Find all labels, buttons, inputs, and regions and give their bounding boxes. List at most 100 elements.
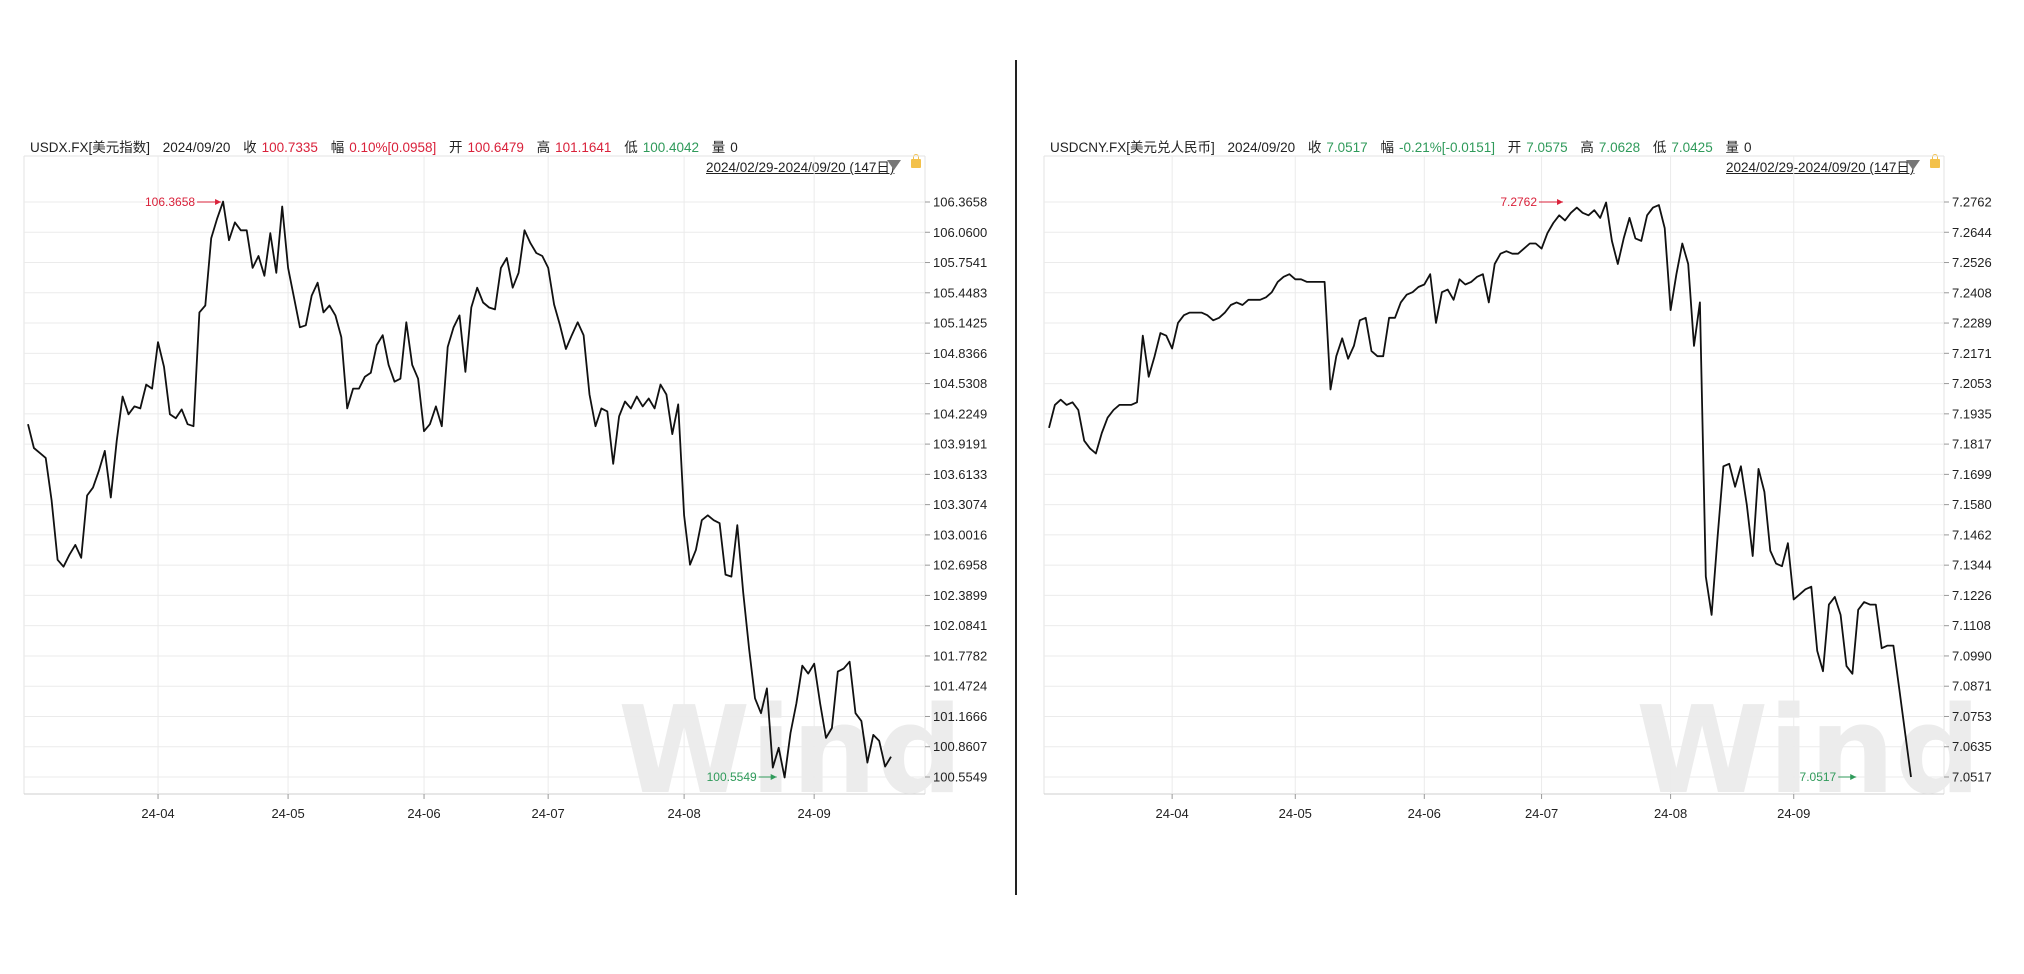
usdcny-line-chart: Wind 7.2762 7.2644 7.2526 7.2408 7.2289 7.2171…	[1043, 155, 1992, 821]
high-caption: 高	[1580, 140, 1594, 155]
open-value: 100.6479	[467, 140, 524, 155]
y-tick-label: 7.1462	[1952, 527, 1992, 542]
y-tick-label: 7.2289	[1952, 316, 1992, 331]
change-caption: 幅	[330, 140, 345, 155]
y-tick-label: 7.1580	[1952, 497, 1992, 512]
x-tick-label: 24-08	[1654, 806, 1687, 821]
panel-divider	[1015, 60, 1017, 895]
min-value-label: 7.0517	[1800, 770, 1837, 784]
y-tick-label: 7.1344	[1952, 558, 1992, 573]
y-tick-label: 7.2762	[1952, 195, 1992, 210]
y-tick-label: 105.1425	[933, 316, 987, 331]
close-caption: 收	[1307, 140, 1322, 155]
change-caption: 幅	[1380, 140, 1394, 155]
y-tick-label: 102.0841	[933, 618, 987, 633]
min-marker-arrow	[1850, 774, 1857, 780]
close-value: 100.7335	[261, 140, 318, 155]
y-tick-label: 7.0753	[1952, 709, 1992, 724]
x-tick-label: 24-09	[798, 806, 831, 821]
open-caption: 开	[449, 140, 463, 155]
y-tick-label: 7.0990	[1952, 648, 1992, 663]
usdx-quote-header: USDX.FX[美元指数] 2024/09/20 收 100.7335 幅 0.10…	[30, 136, 747, 156]
x-tick-label: 24-09	[1777, 806, 1810, 821]
price-line	[27, 200, 892, 779]
x-tick-label: 24-04	[1156, 806, 1189, 821]
y-tick-label: 104.2249	[933, 406, 987, 421]
y-tick-label: 101.7782	[933, 648, 987, 663]
x-tick-label: 24-06	[407, 806, 440, 821]
volume-value: 0	[1743, 140, 1752, 155]
y-tick-label: 104.5308	[933, 376, 987, 391]
watermark-text: Wind	[1636, 682, 1981, 821]
x-tick-label: 24-05	[271, 806, 304, 821]
date-range-link[interactable]: 2024/02/29-2024/09/20 (147日)	[1726, 160, 1915, 175]
min-value-label: 100.5549	[707, 770, 757, 784]
y-tick-label: 103.9191	[933, 437, 987, 452]
open-caption: 开	[1507, 140, 1522, 155]
dropdown-triangle-icon[interactable]	[1906, 160, 1920, 170]
symbol-label: USDCNY.FX[美元兑人民币]	[1050, 140, 1215, 155]
volume-caption: 量	[711, 140, 726, 155]
date-range-link[interactable]: 2024/02/29-2024/09/20 (147日)	[706, 160, 895, 175]
usdx-panel: USDX.FX[美元指数] 2024/09/20 收 100.7335 幅 0.10…	[23, 136, 987, 821]
y-tick-label: 7.1935	[1952, 406, 1992, 421]
max-value-label: 106.3658	[145, 195, 195, 209]
y-tick-label: 101.4724	[933, 679, 987, 694]
y-tick-label: 7.1817	[1952, 437, 1992, 452]
date-label: 2024/09/20	[162, 140, 231, 155]
usdcny-quote-header: USDCNY.FX[美元兑人民币] 2024/09/20 收 7.0517 幅 -0…	[1050, 136, 1760, 156]
y-tick-label: 102.3899	[933, 588, 987, 603]
y-tick-label: 7.0635	[1952, 739, 1992, 754]
max-value-label: 7.2762	[1500, 195, 1537, 209]
y-tick-label: 7.1699	[1952, 467, 1992, 482]
change-value: 0.10%[0.0958]	[349, 140, 437, 155]
y-tick-label: 7.2408	[1952, 285, 1992, 300]
y-tick-label: 7.1108	[1952, 618, 1991, 633]
volume-caption: 量	[1725, 140, 1739, 155]
date-label: 2024/09/20	[1227, 140, 1296, 155]
y-tick-label: 100.8607	[933, 739, 987, 754]
close-value: 7.0517	[1326, 140, 1368, 155]
high-value: 101.1641	[555, 140, 612, 155]
symbol-label: USDX.FX[美元指数]	[30, 140, 151, 155]
y-tick-label: 104.8366	[933, 346, 987, 361]
x-tick-label: 24-04	[141, 806, 174, 821]
y-tick-label: 102.6958	[933, 558, 987, 573]
change-value: -0.21%[-0.0151]	[1398, 140, 1496, 155]
dropdown-triangle-icon[interactable]	[887, 160, 901, 170]
y-tick-label: 7.2053	[1952, 376, 1992, 391]
watermark-text: Wind	[618, 682, 963, 821]
y-tick-label: 7.0871	[1952, 679, 1992, 694]
high-value: 7.0628	[1598, 140, 1641, 155]
y-tick-label: 105.4483	[933, 285, 987, 300]
y-tick-label: 103.0016	[933, 527, 987, 542]
low-value: 100.4042	[642, 140, 700, 155]
y-tick-label: 7.2171	[1952, 346, 1992, 361]
x-tick-label: 24-05	[1279, 806, 1312, 821]
y-tick-label: 7.2526	[1952, 255, 1992, 270]
low-value: 7.0425	[1671, 140, 1713, 155]
max-marker-arrow	[1557, 199, 1564, 205]
low-caption: 低	[1652, 140, 1667, 155]
y-tick-label: 103.3074	[933, 497, 987, 512]
volume-value: 0	[730, 140, 738, 155]
x-tick-label: 24-07	[1525, 806, 1558, 821]
y-tick-label: 105.7541	[933, 255, 987, 270]
y-tick-label: 106.0600	[933, 225, 987, 240]
high-caption: 高	[536, 140, 551, 155]
y-tick-label: 7.0517	[1952, 770, 1992, 785]
x-tick-label: 24-06	[1408, 806, 1441, 821]
y-tick-label: 101.1666	[933, 709, 987, 724]
low-caption: 低	[624, 140, 638, 155]
y-tick-label: 106.3658	[933, 195, 987, 210]
usdcny-panel: USDCNY.FX[美元兑人民币] 2024/09/20 收 7.0517 幅 -0…	[1024, 0, 2024, 974]
min-marker-arrow	[770, 774, 777, 780]
open-value: 7.0575	[1526, 140, 1568, 155]
price-line	[1048, 201, 1912, 778]
usdx-line-chart: Wind 106.3658 106.0600 105.7541 105.4483 105.…	[23, 155, 987, 821]
y-tick-label: 7.1226	[1952, 588, 1992, 603]
max-marker-arrow	[215, 199, 222, 205]
y-tick-label: 103.6133	[933, 467, 987, 482]
y-tick-label: 100.5549	[933, 770, 987, 785]
y-tick-label: 7.2644	[1952, 225, 1992, 240]
